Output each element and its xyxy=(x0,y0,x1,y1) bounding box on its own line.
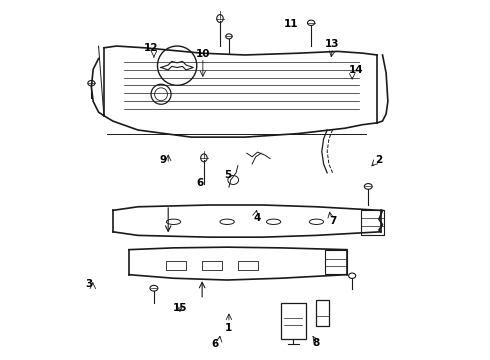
Text: 2: 2 xyxy=(375,155,383,165)
Text: 11: 11 xyxy=(284,18,299,28)
Text: 15: 15 xyxy=(173,303,187,313)
Text: 6: 6 xyxy=(196,177,203,188)
Text: 12: 12 xyxy=(144,43,158,53)
Bar xyxy=(202,261,222,270)
Bar xyxy=(167,261,186,270)
Text: 5: 5 xyxy=(224,170,232,180)
Text: 3: 3 xyxy=(85,279,93,289)
Text: 4: 4 xyxy=(254,213,261,223)
Text: 6: 6 xyxy=(211,339,219,349)
Text: 14: 14 xyxy=(348,65,363,75)
Text: 13: 13 xyxy=(325,39,340,49)
Text: 10: 10 xyxy=(196,49,210,59)
Text: 9: 9 xyxy=(160,156,167,165)
Bar xyxy=(238,261,258,270)
Text: 7: 7 xyxy=(329,216,336,226)
Text: 8: 8 xyxy=(313,338,320,347)
Text: 1: 1 xyxy=(225,323,233,333)
